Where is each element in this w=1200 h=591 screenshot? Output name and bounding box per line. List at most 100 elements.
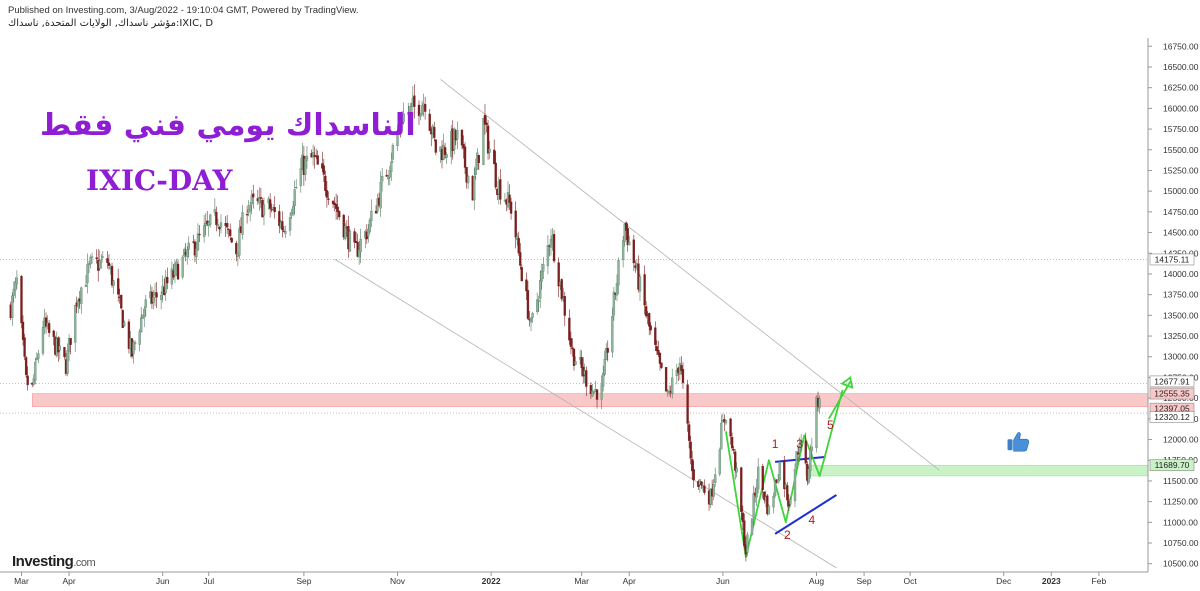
price-label: 14175.11 [1155, 254, 1190, 264]
investing-logo[interactable]: Investing.com [12, 553, 96, 570]
candle-body [219, 222, 223, 228]
candle-body [482, 117, 485, 165]
candle-body [58, 345, 62, 351]
thumbs-up-icon [1007, 432, 1030, 452]
candle-body [74, 305, 77, 343]
candle-body [433, 127, 436, 138]
candle-body [235, 242, 238, 255]
candle-body [516, 235, 519, 241]
candle-body [456, 129, 459, 140]
candle-body [166, 277, 169, 284]
y-tick-label: 13500.00 [1163, 310, 1199, 320]
candle-body [159, 294, 163, 300]
candle-body [732, 448, 735, 451]
price-label-box [1149, 387, 1195, 400]
y-tick-label: 11500.00 [1163, 476, 1198, 486]
x-tick-label: Mar [14, 576, 29, 586]
candle-body [98, 260, 101, 269]
candle-body [718, 449, 721, 475]
candle-body [809, 448, 812, 471]
candle-body [615, 283, 619, 296]
candle-body [589, 385, 593, 395]
y-tick-label: 11000.00 [1163, 517, 1198, 527]
candle-body [730, 436, 734, 449]
candle-body [198, 234, 201, 236]
x-tick-label: Jun [156, 576, 170, 586]
candle-body [763, 491, 766, 501]
price-label: 12320.12 [1154, 412, 1190, 422]
y-tick-label: 15750.00 [1163, 124, 1199, 134]
candle-body [572, 348, 576, 366]
candle-body [605, 348, 608, 360]
candle-body [187, 242, 190, 250]
candle-body [152, 297, 155, 303]
candle-body [359, 239, 362, 252]
candle-body [514, 210, 517, 238]
x-tick-label: Nov [390, 576, 406, 586]
candle-body [90, 256, 94, 258]
candle-body [465, 166, 468, 183]
candle-body [657, 349, 660, 355]
candle-body [325, 190, 329, 198]
logo-suffix: .com [73, 557, 96, 569]
candle-body [344, 226, 347, 240]
candle-body [144, 299, 147, 308]
candle-body [539, 280, 542, 299]
y-tick-label: 16000.00 [1163, 103, 1199, 113]
candle-body [473, 176, 476, 201]
candle-body [67, 337, 71, 353]
candle-body [396, 131, 399, 147]
candle-body [600, 384, 603, 400]
candle-body [644, 306, 648, 317]
candle-body [757, 466, 760, 490]
wave-label-1: 1 [772, 437, 779, 451]
candle-body [735, 467, 738, 473]
candle-body [799, 440, 803, 446]
candle-body [44, 317, 48, 327]
candle-body [262, 204, 266, 216]
candle-body [595, 389, 599, 400]
y-tick-label: 13000.00 [1163, 352, 1199, 362]
candle-body [621, 240, 625, 260]
candle-body [121, 310, 124, 328]
price-labels: 14175.11 12677.91 12555.35 12397.0512320.12… [1149, 253, 1195, 472]
candle-body [443, 147, 447, 155]
price-label: 12555.35 [1154, 389, 1190, 399]
candle-body [195, 248, 198, 258]
candle-body [400, 122, 404, 124]
candle-body [474, 168, 477, 175]
candle-body [428, 113, 431, 131]
candle-body [143, 308, 146, 318]
candle-body [519, 252, 522, 266]
candles [9, 84, 821, 562]
x-tick-label: Dec [996, 576, 1012, 586]
x-tick-label: Sep [296, 576, 311, 586]
candle-body [804, 440, 807, 464]
candle-body [493, 149, 496, 165]
candle-body [402, 113, 405, 123]
candle-body [772, 495, 775, 508]
candle-body [12, 288, 15, 296]
candle-body [625, 222, 628, 231]
candle-body [69, 338, 72, 345]
candle-body [649, 325, 652, 331]
candle-body [643, 274, 646, 306]
candle-body [316, 155, 319, 165]
x-tick-label: Oct [903, 576, 917, 586]
candle-body [746, 534, 749, 553]
green-arrow-head [840, 376, 854, 390]
candle-body [348, 231, 352, 252]
candle-body [700, 481, 703, 486]
candle-body [281, 221, 284, 231]
price-label: 11689.70 [1155, 460, 1190, 470]
candle-body [327, 198, 330, 200]
candle-body [295, 187, 298, 189]
candle-body [21, 321, 25, 340]
candle-body [783, 460, 786, 489]
candle-body [324, 175, 327, 191]
candle-body [798, 446, 801, 453]
price-label: 12677.91 [1154, 376, 1190, 386]
candle-body [761, 466, 764, 490]
candle-body [397, 126, 401, 130]
